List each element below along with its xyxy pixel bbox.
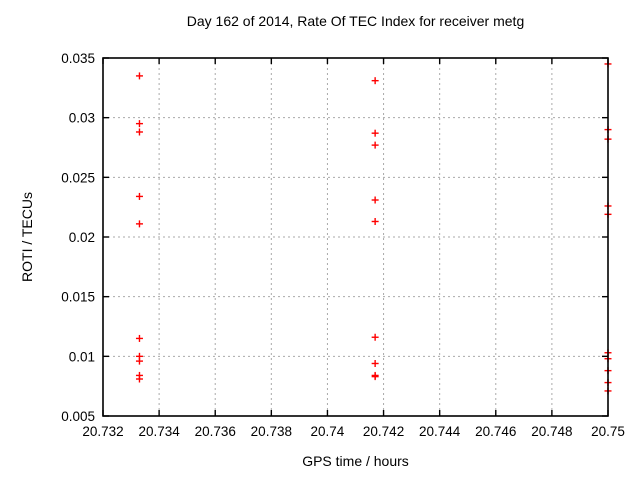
x-tick-label: 20.746 (475, 424, 516, 439)
x-tick-label: 20.736 (195, 424, 236, 439)
x-tick-label: 20.744 (419, 424, 461, 439)
chart-title: Day 162 of 2014, Rate Of TEC Index for r… (186, 13, 525, 29)
y-tick-label: 0.01 (69, 349, 95, 364)
x-axis-label: GPS time / hours (302, 453, 409, 469)
x-tick-label: 20.742 (363, 424, 404, 439)
y-tick-label: 0.025 (61, 170, 95, 185)
y-tick-label: 0.005 (61, 409, 95, 424)
y-tick-label: 0.015 (61, 290, 95, 305)
x-tick-label: 20.732 (82, 424, 123, 439)
y-axis-label: ROTI / TECUs (19, 192, 35, 282)
y-tick-label: 0.03 (69, 111, 95, 126)
x-tick-label: 20.75 (591, 424, 625, 439)
x-tick-label: 20.74 (311, 424, 345, 439)
x-tick-label: 20.734 (138, 424, 180, 439)
y-tick-label: 0.035 (61, 51, 95, 66)
x-tick-label: 20.738 (251, 424, 292, 439)
x-tick-label: 20.748 (531, 424, 572, 439)
y-tick-label: 0.02 (69, 230, 95, 245)
